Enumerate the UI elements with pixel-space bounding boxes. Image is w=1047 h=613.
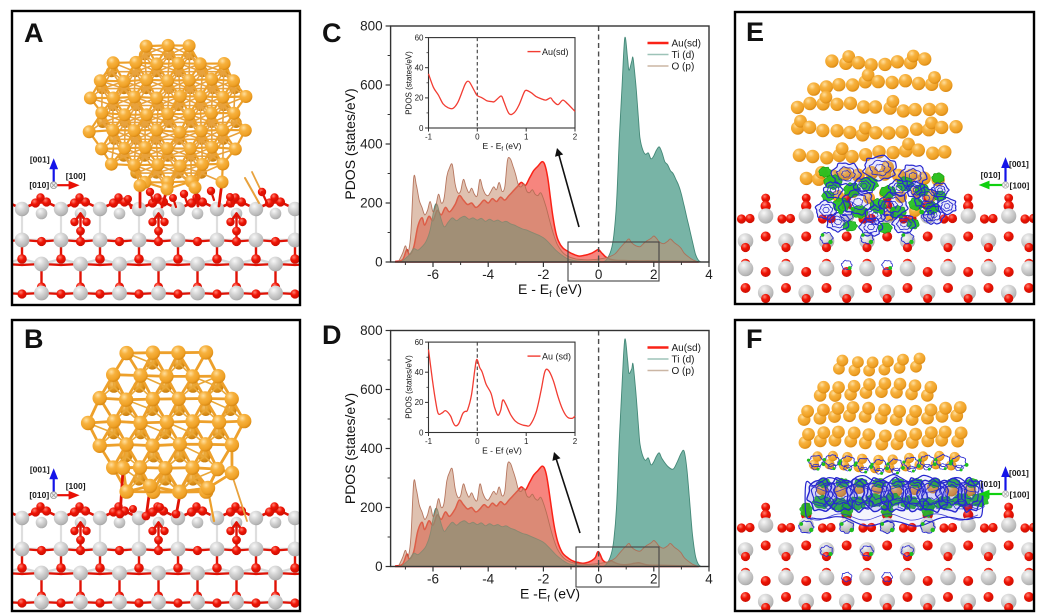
svg-text:PDOS (states/eV): PDOS (states/eV): [405, 355, 414, 419]
svg-text:[100]: [100]: [66, 171, 86, 181]
svg-text:-6: -6: [427, 572, 439, 587]
svg-text:-6: -6: [427, 267, 439, 282]
svg-text:-2: -2: [537, 267, 549, 282]
svg-text:Au(sd): Au(sd): [672, 39, 701, 50]
svg-text:[010]: [010]: [981, 479, 1001, 489]
svg-text:-4: -4: [482, 572, 494, 587]
svg-text:20: 20: [415, 94, 424, 103]
svg-text:-1: -1: [425, 133, 433, 142]
svg-text:B: B: [24, 324, 44, 354]
svg-text:800: 800: [360, 323, 383, 338]
svg-text:4: 4: [705, 572, 713, 587]
svg-text:F: F: [746, 324, 763, 354]
svg-text:E - Ef (eV): E - Ef (eV): [483, 141, 522, 153]
svg-text:Ti (d): Ti (d): [672, 355, 695, 366]
svg-text:2: 2: [650, 267, 658, 282]
svg-text:0: 0: [419, 428, 424, 437]
svg-text:60: 60: [415, 33, 424, 42]
svg-text:PDOS (states/eV): PDOS (states/eV): [405, 51, 414, 115]
svg-text:A: A: [24, 18, 44, 48]
svg-text:200: 200: [360, 500, 383, 515]
svg-text:600: 600: [360, 382, 383, 397]
svg-text:[001]: [001]: [30, 465, 50, 475]
svg-text:2: 2: [650, 572, 658, 587]
svg-text:[010]: [010]: [29, 180, 49, 190]
svg-text:[100]: [100]: [66, 481, 86, 491]
svg-text:1: 1: [524, 133, 529, 142]
svg-text:60: 60: [415, 338, 424, 347]
svg-text:600: 600: [360, 78, 383, 93]
svg-text:-1: -1: [425, 437, 433, 446]
svg-text:[100]: [100]: [1010, 181, 1030, 191]
svg-text:4: 4: [705, 267, 713, 282]
svg-text:Au (sd): Au (sd): [542, 352, 571, 362]
svg-text:O (p): O (p): [672, 366, 695, 377]
svg-text:[001]: [001]: [30, 155, 50, 165]
svg-text:C: C: [322, 18, 342, 48]
svg-text:Au(sd): Au(sd): [672, 343, 701, 354]
svg-text:E: E: [746, 17, 764, 47]
svg-text:2: 2: [573, 133, 578, 142]
svg-text:40: 40: [415, 64, 424, 73]
svg-text:0: 0: [419, 124, 424, 133]
svg-text:0: 0: [475, 133, 480, 142]
svg-text:D: D: [322, 320, 342, 350]
svg-text:-2: -2: [537, 572, 549, 587]
svg-text:E -Ef (eV): E -Ef (eV): [520, 586, 580, 604]
svg-text:200: 200: [360, 196, 383, 211]
svg-text:400: 400: [360, 137, 383, 152]
svg-text:PDOS (states/eV): PDOS (states/eV): [342, 88, 358, 199]
svg-text:[001]: [001]: [1009, 159, 1029, 169]
svg-text:1: 1: [524, 437, 529, 446]
svg-text:PDOS (states/eV): PDOS (states/eV): [342, 393, 358, 504]
svg-text:0: 0: [475, 437, 480, 446]
svg-text:O (p): O (p): [672, 62, 695, 73]
svg-text:[010]: [010]: [29, 490, 49, 500]
svg-text:2: 2: [573, 437, 578, 446]
svg-text:[100]: [100]: [1010, 490, 1030, 500]
svg-text:Au(sd): Au(sd): [542, 47, 569, 57]
svg-text:0: 0: [375, 255, 383, 270]
svg-text:0: 0: [375, 559, 383, 574]
svg-text:800: 800: [360, 19, 383, 34]
svg-text:20: 20: [415, 398, 424, 407]
svg-text:0: 0: [595, 267, 603, 282]
svg-text:40: 40: [415, 368, 424, 377]
svg-text:0: 0: [595, 572, 603, 587]
svg-text:E - Ef (eV): E - Ef (eV): [518, 281, 582, 299]
svg-text:400: 400: [360, 441, 383, 456]
svg-text:E - Ef (eV): E - Ef (eV): [482, 446, 522, 456]
svg-text:[010]: [010]: [981, 170, 1001, 180]
svg-text:-4: -4: [482, 267, 494, 282]
svg-text:[001]: [001]: [1009, 468, 1029, 478]
svg-text:Ti (d): Ti (d): [672, 50, 695, 61]
